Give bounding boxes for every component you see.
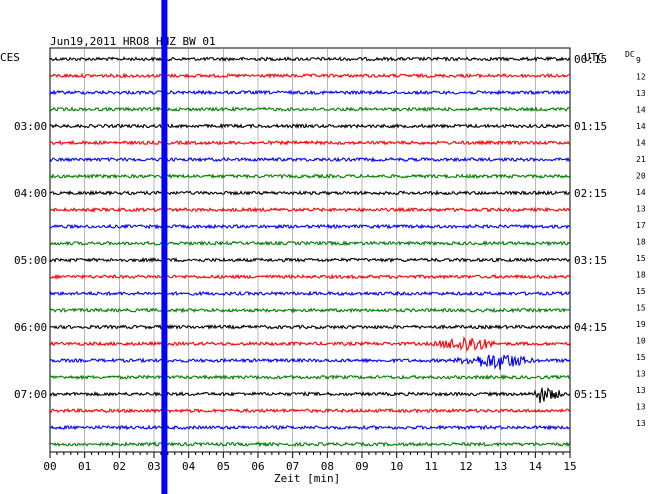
dc-values: 9 12 13 14 14 14 21 20 14 13 17 18 15 18 15 15 19 10 15 13 1…	[636, 56, 646, 428]
chart-title: Jun19,2011 HRO8 HHZ BW 01	[50, 35, 216, 48]
trace-line	[49, 424, 571, 431]
left-hour-label: 06:00	[14, 321, 47, 334]
right-hour-label: 05:15	[574, 388, 607, 401]
trace-line	[49, 89, 571, 96]
x-tick-label: 07	[286, 460, 299, 473]
dc-value: 15	[636, 287, 646, 296]
trace-line	[49, 72, 571, 79]
x-tick-label: 05	[217, 460, 230, 473]
right-timezone-label: UTC	[584, 51, 604, 64]
x-tick-label: 14	[529, 460, 543, 473]
x-tick-label: 13	[494, 460, 507, 473]
dc-value: 12	[636, 73, 646, 82]
dc-value: 21	[636, 155, 646, 164]
dc-value: 14	[636, 188, 646, 197]
dc-value: 17	[636, 221, 646, 230]
plot-frame	[49, 47, 571, 453]
dc-value: 10	[636, 337, 646, 346]
time-marker	[161, 0, 168, 494]
trace-line	[49, 56, 571, 62]
left-hour-labels: 03:00 04:00 05:00 06:00 07:00	[14, 120, 47, 401]
trace-line	[49, 206, 571, 214]
grid	[49, 47, 571, 453]
dc-value: 13	[636, 403, 646, 412]
trace-line	[49, 354, 571, 370]
right-hour-label: 02:15	[574, 187, 607, 200]
trace-line	[49, 374, 571, 381]
right-hour-label: 04:15	[574, 321, 607, 334]
trace-line	[49, 122, 571, 130]
left-hour-label: 05:00	[14, 254, 47, 267]
x-tick-label: 04	[182, 460, 196, 473]
dc-value: 14	[636, 106, 646, 115]
trace-line	[49, 386, 571, 404]
right-hour-labels: 00:15 01:15 02:15 03:15 04:15 05:15	[574, 53, 607, 401]
trace-line	[49, 407, 571, 414]
left-hour-label: 04:00	[14, 187, 47, 200]
x-axis-title: Zeit [min]	[274, 472, 340, 485]
x-axis: 00 01 02 03 04 05 06 07 08 09 10 11 12 13 14 15	[43, 452, 577, 473]
trace-line	[49, 106, 571, 113]
x-tick-label: 02	[113, 460, 126, 473]
trace-line	[49, 323, 571, 331]
trace-line	[49, 336, 571, 352]
x-tick-label: 09	[355, 460, 368, 473]
dc-value: 20	[636, 172, 646, 181]
x-tick-label: 12	[459, 460, 472, 473]
marker-group	[161, 0, 168, 494]
dc-value: 19	[636, 320, 646, 329]
dc-value: 15	[636, 254, 646, 263]
x-tick-label: 15	[563, 460, 576, 473]
trace-line	[49, 441, 571, 448]
x-tick-label: 08	[321, 460, 334, 473]
dc-value: 13	[636, 386, 646, 395]
dc-value: 18	[636, 238, 646, 247]
trace-line	[49, 139, 571, 146]
dc-value: 15	[636, 304, 646, 313]
right-hour-label: 03:15	[574, 254, 607, 267]
right-hour-label: 00:15	[574, 53, 607, 66]
x-tick-label: 00	[43, 460, 56, 473]
dc-label: DC	[625, 50, 635, 59]
dc-value: 13	[636, 89, 646, 98]
trace-line	[49, 156, 571, 163]
dc-value: 15	[636, 353, 646, 362]
trace-line	[49, 273, 571, 280]
left-timezone-label: CES	[0, 51, 20, 64]
trace-group	[49, 56, 571, 448]
x-tick-label: 10	[390, 460, 403, 473]
dc-value: 14	[636, 122, 646, 131]
trace-line	[49, 256, 571, 264]
trace-line	[49, 189, 571, 197]
x-tick-label: 11	[425, 460, 438, 473]
trace-line	[49, 173, 571, 180]
trace-line	[49, 240, 571, 247]
trace-line	[49, 223, 571, 230]
dc-value: 14	[636, 139, 646, 148]
trace-line	[49, 290, 571, 297]
dc-value: 13	[636, 205, 646, 214]
x-tick-label: 01	[78, 460, 91, 473]
left-hour-label: 07:00	[14, 388, 47, 401]
dc-value: 18	[636, 271, 646, 280]
x-tick-label: 03	[147, 460, 160, 473]
dc-value: 13	[636, 370, 646, 379]
trace-line	[49, 306, 571, 314]
left-hour-label: 03:00	[14, 120, 47, 133]
dc-value: 9	[636, 56, 641, 65]
dc-value: 13	[636, 419, 646, 428]
x-tick-label: 06	[251, 460, 264, 473]
right-hour-label: 01:15	[574, 120, 607, 133]
